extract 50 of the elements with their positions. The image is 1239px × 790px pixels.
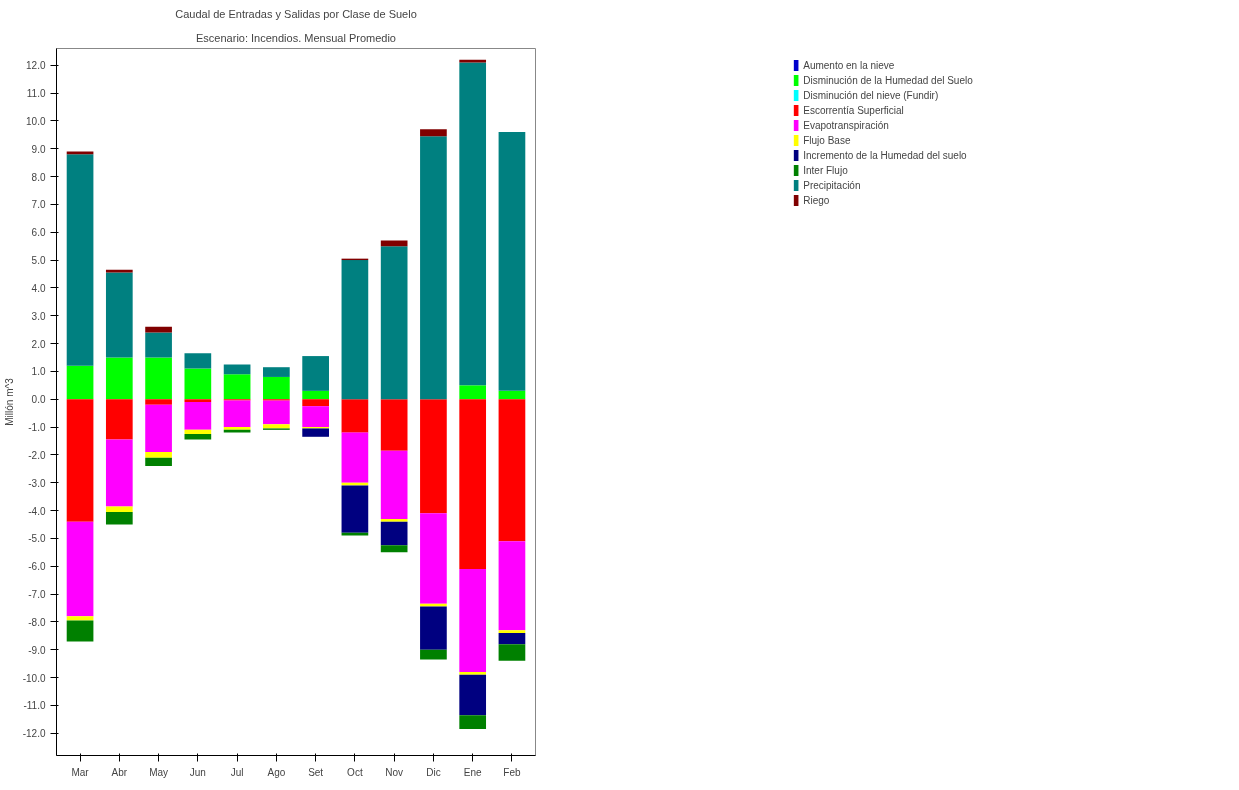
x-tick-label: Ago bbox=[267, 766, 286, 778]
x-tick-label: Set bbox=[308, 766, 324, 778]
y-tick-label: 0.0 bbox=[31, 394, 46, 406]
legend-label: Evapotranspiración bbox=[803, 118, 889, 132]
x-tick-label: Jun bbox=[189, 766, 206, 778]
y-tick-label: -11.0 bbox=[23, 700, 46, 712]
x-tick-label: Dic bbox=[426, 766, 441, 778]
x-tick-label: May bbox=[149, 766, 169, 778]
y-tick-label: 6.0 bbox=[31, 227, 46, 239]
legend-label: Aumento en la nieve bbox=[803, 58, 895, 72]
y-tick-label: -3.0 bbox=[28, 477, 46, 489]
chart-title: Caudal de Entradas y Salidas por Clase de Suelo bbox=[175, 7, 417, 20]
y-axis-title: Millón m^3 bbox=[3, 377, 15, 426]
x-tick-label: Ene bbox=[463, 766, 483, 778]
y-tick-label: 1.0 bbox=[31, 366, 46, 378]
legend-label: Disminución del nieve (Fundir) bbox=[803, 88, 939, 102]
y-tick-label: -7.0 bbox=[28, 589, 46, 601]
y-tick-label: 7.0 bbox=[31, 199, 46, 211]
legend-label: Precipitación bbox=[803, 178, 861, 192]
legend-label: Incremento de la Humedad del suelo bbox=[803, 148, 967, 162]
chart-subtitle: Escenario: Incendios. Mensual Promedio bbox=[196, 31, 396, 44]
y-tick-label: 2.0 bbox=[31, 338, 46, 350]
legend-label: Riego bbox=[803, 193, 830, 207]
y-tick-label: 10.0 bbox=[26, 115, 46, 127]
y-tick-label: -10.0 bbox=[22, 672, 46, 684]
y-tick-label: -9.0 bbox=[28, 644, 46, 656]
x-tick-label: Nov bbox=[385, 766, 404, 778]
y-tick-label: -2.0 bbox=[28, 449, 46, 461]
legend-label: Disminución de la Humedad del Suelo bbox=[803, 73, 973, 87]
y-tick-label: 12.0 bbox=[26, 60, 46, 72]
y-tick-label: 8.0 bbox=[31, 171, 46, 183]
y-tick-label: -5.0 bbox=[28, 533, 46, 545]
y-tick-label: 11.0 bbox=[26, 88, 46, 100]
legend-label: Escorrentía Superficial bbox=[803, 103, 904, 117]
y-tick-label: -8.0 bbox=[28, 616, 46, 628]
y-tick-label: 4.0 bbox=[31, 282, 46, 294]
x-tick-label: Mar bbox=[71, 766, 90, 778]
x-tick-label: Oct bbox=[347, 766, 363, 778]
y-tick-label: 3.0 bbox=[31, 310, 46, 322]
y-tick-label: 9.0 bbox=[31, 143, 46, 155]
y-tick-label: -4.0 bbox=[28, 505, 46, 517]
x-tick-label: Feb bbox=[503, 766, 521, 778]
legend-label: Inter Flujo bbox=[803, 163, 848, 177]
x-tick-label: Abr bbox=[111, 766, 128, 778]
legend-label: Flujo Base bbox=[803, 133, 851, 147]
y-tick-label: -6.0 bbox=[28, 561, 46, 573]
x-tick-label: Jul bbox=[230, 766, 244, 778]
y-tick-label: -1.0 bbox=[28, 422, 46, 434]
y-tick-label: -12.0 bbox=[22, 728, 46, 740]
y-tick-label: 5.0 bbox=[31, 255, 46, 267]
